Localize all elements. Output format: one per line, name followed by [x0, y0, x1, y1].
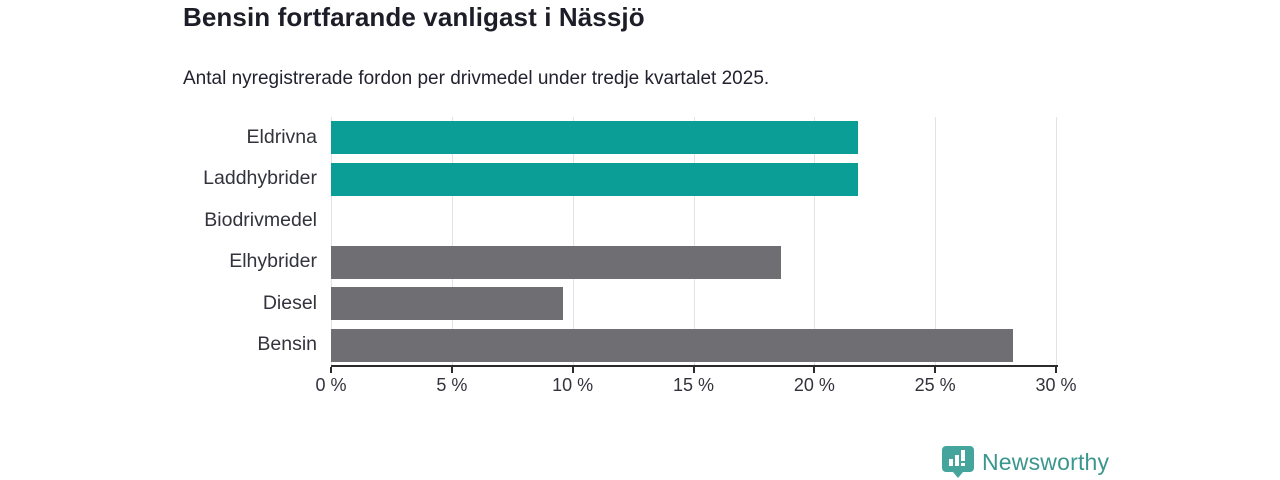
- bar-laddhybrider: [331, 162, 858, 196]
- gridline: [451, 117, 453, 366]
- axis-tick: [1055, 367, 1057, 373]
- bar-chart-plot-area: [331, 117, 1057, 366]
- category-label: Biodrivmedel: [204, 208, 317, 231]
- axis-tick-label: 25 %: [914, 375, 956, 395]
- axis-tick: [813, 367, 816, 373]
- axis-tick-label: 0 %: [315, 375, 347, 395]
- bar-diesel: [331, 287, 563, 321]
- chart-subtitle: Antal nyregistrerade fordon per drivmede…: [183, 68, 770, 89]
- gridline: [693, 117, 695, 366]
- bar-elhybrider: [331, 245, 781, 279]
- axis-tick-label: 20 %: [793, 375, 835, 395]
- gridline: [572, 117, 574, 366]
- category-label: Eldrivna: [246, 125, 317, 148]
- axis-tick: [571, 367, 574, 373]
- axis-tick-label: 5 %: [436, 375, 468, 395]
- gridline: [1056, 117, 1057, 366]
- x-axis-line: [331, 365, 1058, 367]
- axis-tick: [934, 367, 937, 373]
- bar-eldrivna: [331, 121, 858, 155]
- axis-tick-label: 15 %: [672, 375, 715, 395]
- axis-tick-label: 10 %: [552, 375, 594, 395]
- category-label: Laddhybrider: [203, 167, 317, 190]
- chart-title: Bensin fortfarande vanligast i Nässjö: [183, 2, 645, 32]
- brand-name: Newsworthy: [982, 448, 1110, 475]
- gridline: [814, 117, 816, 366]
- brand-logo: Newsworthy: [941, 445, 1109, 479]
- axis-tick: [330, 367, 332, 373]
- axis-tick: [450, 367, 453, 373]
- category-label: Diesel: [262, 291, 317, 314]
- axis-tick: [692, 367, 695, 373]
- axis-tick-label: 30 %: [1035, 375, 1077, 395]
- newsworthy-chart-pin-icon: [942, 446, 974, 478]
- category-label: Bensin: [257, 333, 317, 356]
- gridline: [331, 117, 332, 366]
- category-label: Elhybrider: [229, 250, 317, 273]
- bar-bensin: [331, 328, 1013, 362]
- gridline: [935, 117, 937, 366]
